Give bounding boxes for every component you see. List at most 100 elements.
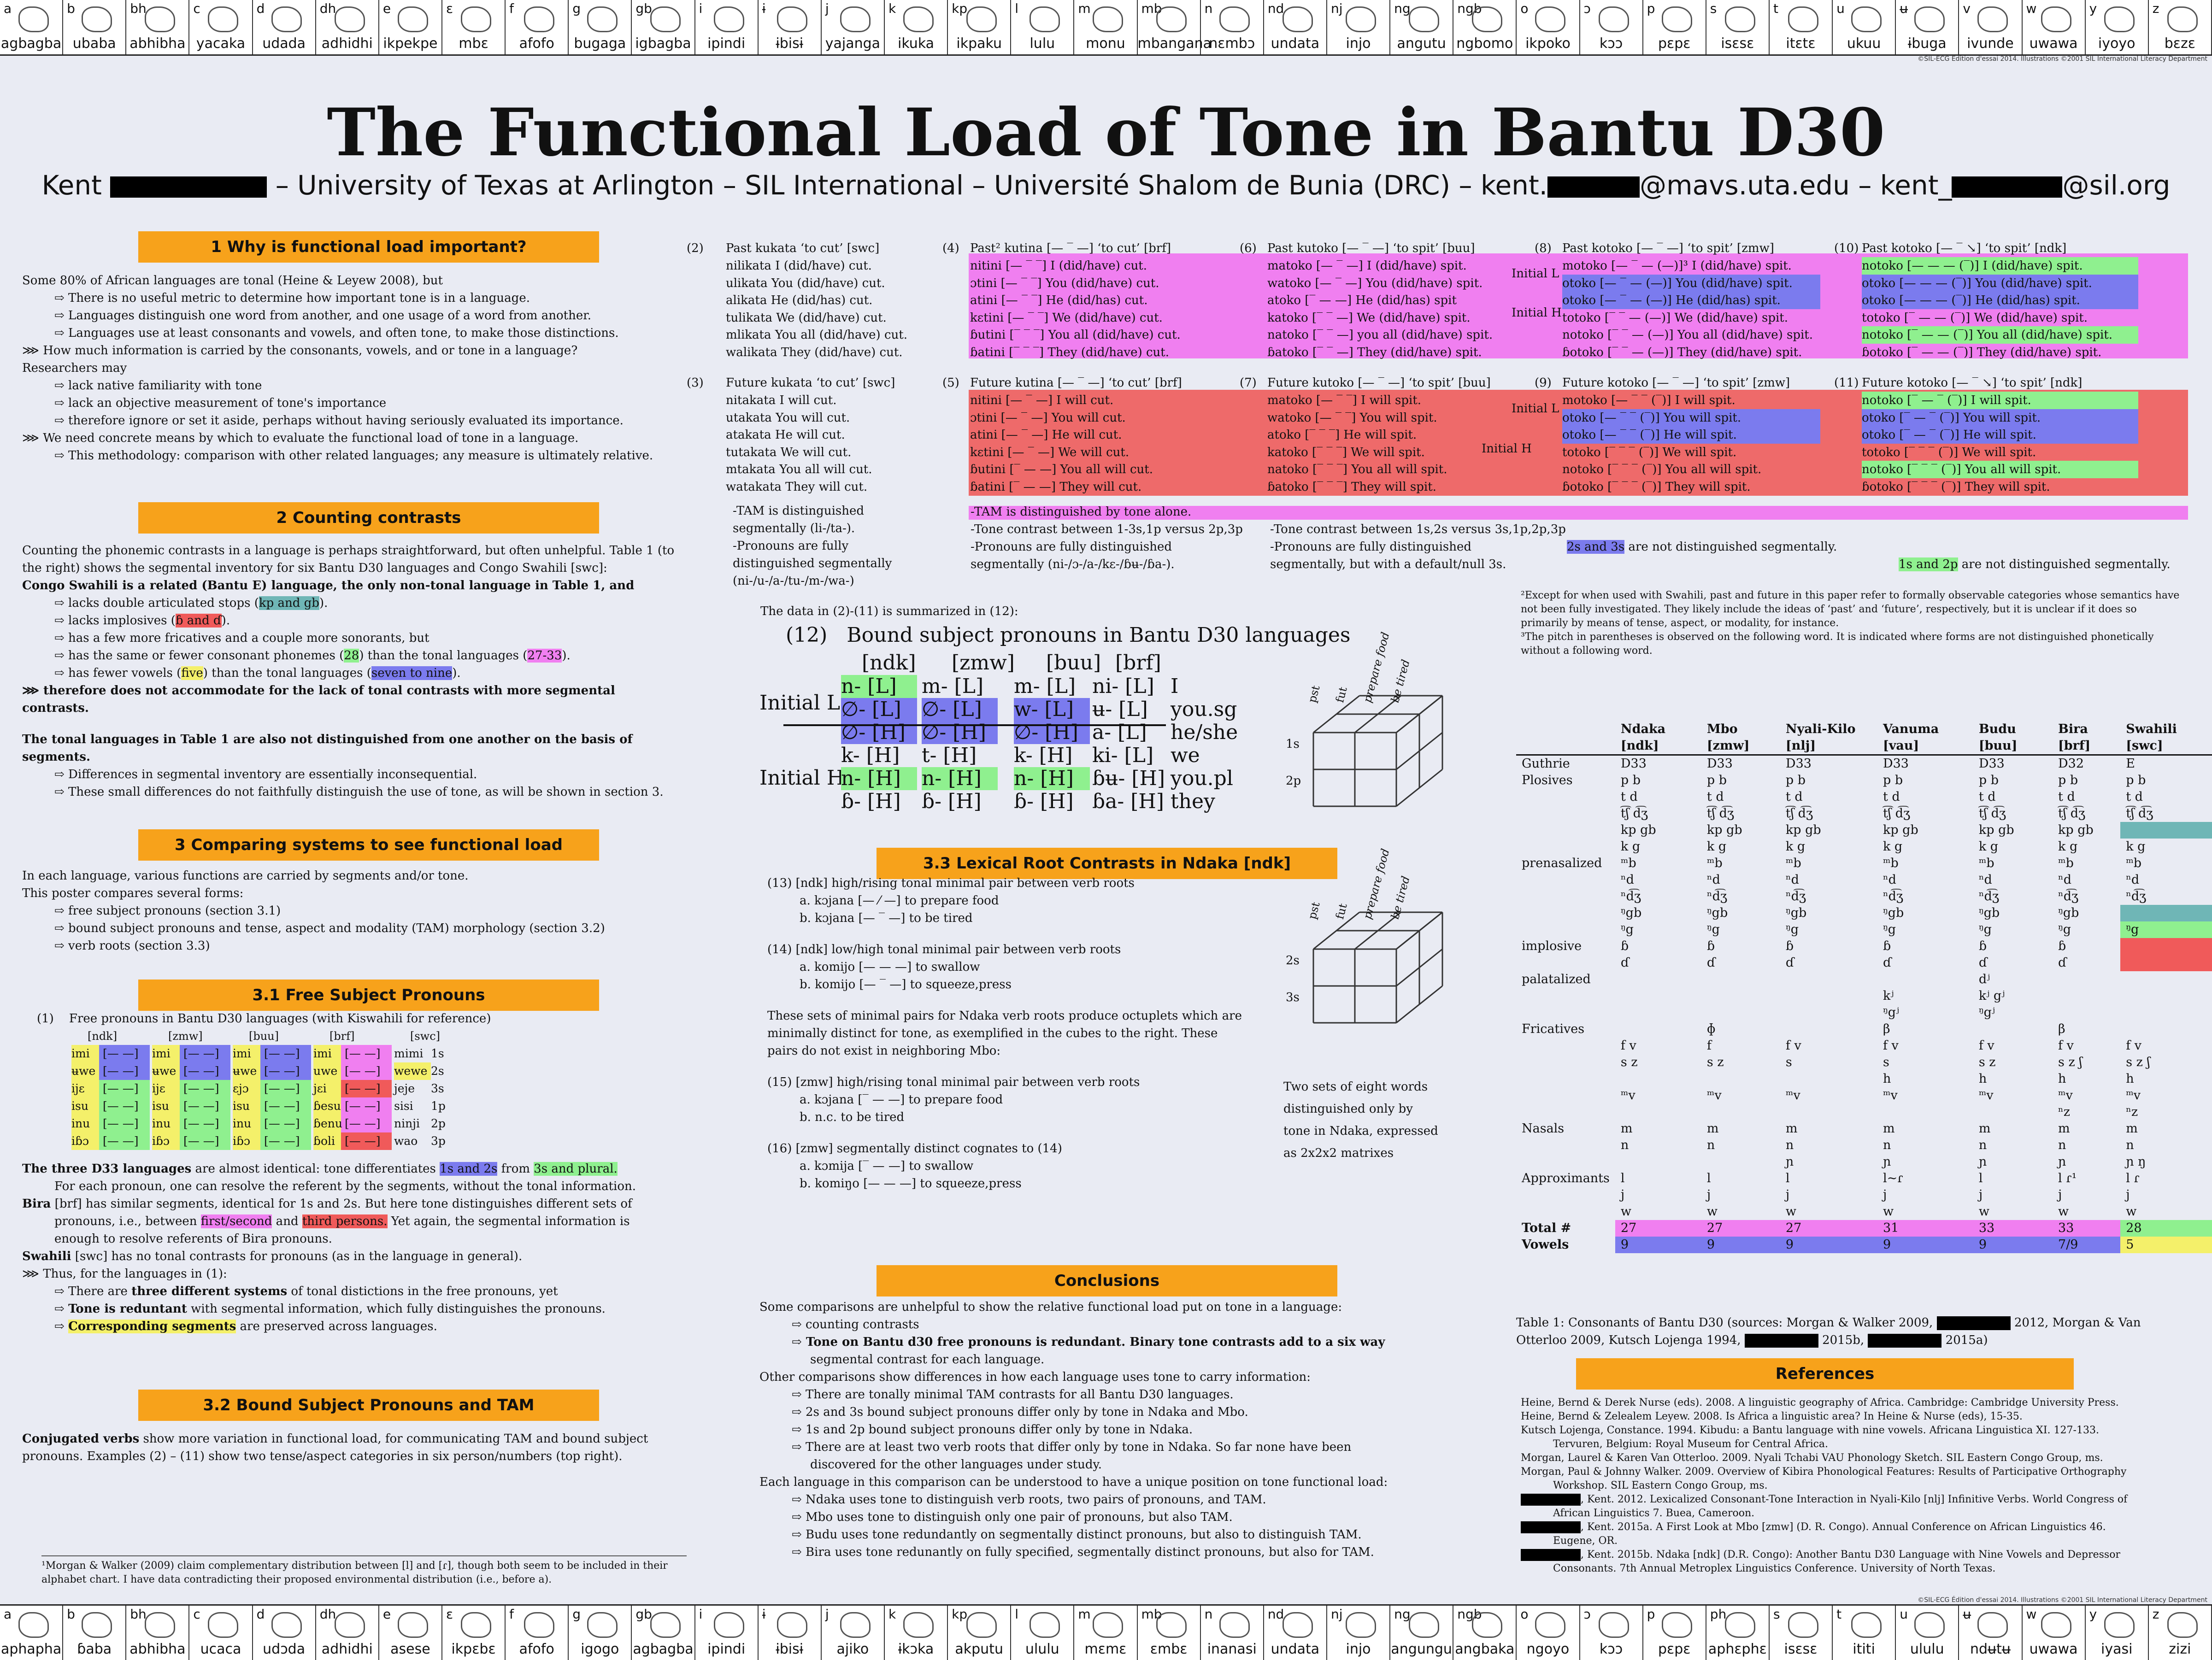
alphabet-word: lulu [1030,35,1055,52]
example-number: (5) [942,376,959,390]
table-cell: kp gb [2058,823,2094,837]
table-cell: ᵐv [1706,1088,1722,1103]
alphabet-letter: nj [1330,1,1343,16]
table-cell: ᵑgb [1620,906,1642,920]
ex12-cell: you.sg [1171,698,1237,721]
table-cell: ᵑg [2058,922,2071,937]
illustration-icon [650,1612,681,1638]
alphabet-cell: e ikpekpe [379,0,442,54]
alphabet-letter: w [2026,1607,2037,1622]
conclusions-header: Conclusions [877,1265,1337,1296]
illustration-icon [1914,6,1945,32]
alphabet-letter: c [193,1,200,16]
alphabet-cell: ng angutu [1390,0,1454,54]
ex12-cell: m- [L] [922,675,984,698]
table-cell: ɗ [2058,956,2067,970]
illustration-icon [145,1612,176,1638]
alphabet-cell: u ululu [1896,1606,1959,1660]
alphabet-letter: ɛ [446,1,453,16]
pronoun-cell: imi [— —] [152,1045,230,1062]
cube-side-label: 1s [1286,737,1300,751]
table-cell: ɗ [1978,956,1988,970]
alphabet-word: agbagba [0,35,62,52]
alphabet-strip-bottom: a aphapha b ɓaba bh abhibha c ucaca d udɔda dh adhi… [0,1604,2212,1660]
table-cell: ᵐv [2058,1088,2073,1103]
table-cell: ɗ [1883,956,1892,970]
table-cell: dʲ [1978,972,1990,986]
table-cell: h [2126,1072,2134,1086]
alphabet-letter: j [825,1607,829,1622]
table-row: Fricatives ɸ β β [1516,1021,2212,1038]
table-header-cell: Ndaka [ndk] [1620,722,1666,753]
table-cell: D32 [2058,757,2084,771]
table-cell: 33 [2053,1220,2121,1237]
table-cell: j [1620,1188,1625,1202]
example-row: notoko [‾ — ‾ (‾)] I will spit. [1862,392,2138,409]
pronoun-form: ɓoli [313,1132,341,1150]
illustration-icon [1788,1612,1818,1638]
example-title: Past kukata ‘to cut’ [swc] [726,241,880,255]
alphabet-cell: nj injo [1327,0,1391,54]
example-title: Past kotoko [— ‾ —] ‘to spit’ [zmw] [1562,241,1774,255]
alphabet-letter: c [193,1607,200,1622]
illustration-icon [1977,1612,2008,1638]
pronoun-form: ɓenu [313,1115,342,1132]
example-row: ɔtini [— ‾ —] You will cut. [970,411,1126,425]
footnote-1: ¹Morgan & Walker (2009) claim complement… [41,1555,687,1587]
table-row: Approximants l l l l~ɾ l l ɾ¹ l ɾ [1516,1170,2212,1187]
pronoun-tone: [— —] [264,1117,300,1130]
table-cell: f v [1978,1038,1994,1053]
ex12-cell: ʉ- [L] [1092,698,1148,721]
table-cell: w [1978,1204,1989,1219]
table-cell: k g [1620,839,1641,854]
illustration-icon [650,6,681,32]
table-vowels-row: Vowels 9 9 9 9 9 7/9 5 [1516,1237,2212,1253]
table-cell: implosive [1522,939,1582,953]
table-cell: m [2058,1121,2070,1136]
alphabet-letter: nd [1267,1607,1284,1622]
example-row: ɓatini [‾ — —] They will cut. [970,480,1142,494]
table-cell: m [1883,1121,1895,1136]
example-title: Future kotoko [— ‾ ↘] ‘to spit’ [ndk] [1862,376,2083,390]
alphabet-cell: gb agbagba [632,1606,695,1660]
alphabet-cell: j yajanga [822,0,885,54]
example-number: (4) [942,241,959,255]
alphabet-word: ngoyo [1526,1641,1570,1657]
table-cell [1877,971,1973,988]
example-row: nitini [— ‾ ‾] I (did/have) cut. [970,259,1147,273]
illustration-icon [1030,1612,1060,1638]
table-cell [2053,971,2120,988]
pronoun-cell: ijɛ [— —] [71,1080,150,1097]
example-row: notoko [‾ ‾ ‾ (‾)] You all will spit. [1562,463,1762,476]
alphabet-cell: c ucaca [189,1606,253,1660]
table-cell [1615,988,1701,1004]
ex12-cell: ɓ- [H] [1014,790,1074,813]
table-cell: 7/9 [2053,1237,2121,1253]
table-cell [1516,1203,1615,1220]
table-row: palatalized dʲ [1516,971,2212,988]
table-cell: ɗ [1785,956,1794,970]
ex12-cell: you.pl [1171,767,1233,790]
pronoun-cell: iɓɔ [— —] [152,1132,230,1150]
table-cell: ᵐb [1706,856,1723,870]
table-header-cell: Bira [brf] [2058,722,2091,753]
alphabet-word: ikpɛbɛ [451,1641,496,1657]
alphabet-letter: d [256,1607,265,1622]
example-row: matoko [— ‾ —] I (did/have) spit. [1267,259,1467,273]
pronoun-swahili: wewe [394,1062,431,1080]
example-row: mtakata You all will cut. [726,463,872,476]
alphabet-letter: b [67,1607,75,1622]
alphabet-cell: d udada [253,0,316,54]
alphabet-word: undata [1271,35,1320,52]
alphabet-letter: d [256,1,265,16]
alphabet-letter: p [1647,1607,1655,1622]
pronoun-person: 3s [431,1082,444,1095]
example-row: ɓatoko [‾ ‾ ‾] They will spit. [1267,480,1436,494]
alphabet-word: afofo [519,1641,554,1657]
alphabet-letter: dh [319,1,336,16]
table-cell: ⁿd͡ʒ [2126,889,2147,903]
alphabet-letter: v [1963,1,1971,16]
table-cell: palatalized [1522,972,1591,986]
table-cell: t d [1883,790,1900,804]
